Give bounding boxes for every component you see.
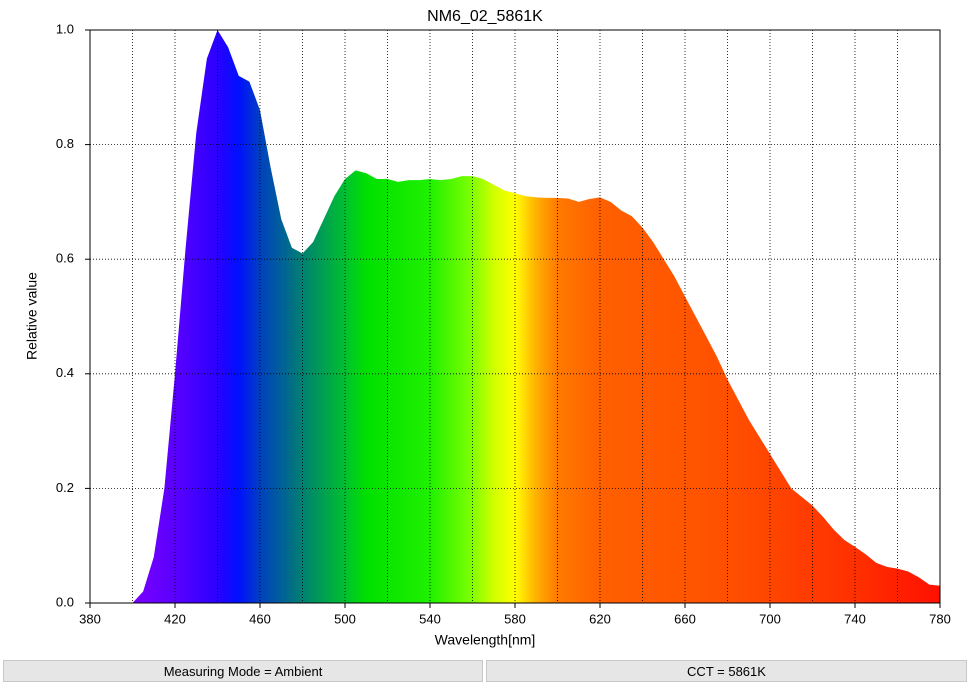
x-tick-label: 460 bbox=[249, 611, 271, 626]
y-tick-label: 0.8 bbox=[56, 136, 74, 151]
x-tick-label: 740 bbox=[844, 611, 866, 626]
x-tick-label: 540 bbox=[419, 611, 441, 626]
x-tick-label: 500 bbox=[334, 611, 356, 626]
x-axis-label: Wavelength[nm] bbox=[435, 632, 536, 648]
footer-mode: Measuring Mode = Ambient bbox=[3, 660, 483, 682]
y-tick-label: 0.0 bbox=[56, 594, 74, 609]
x-tick-label: 420 bbox=[164, 611, 186, 626]
x-tick-label: 700 bbox=[759, 611, 781, 626]
x-tick-label: 660 bbox=[674, 611, 696, 626]
chart: NM6_02_5861K Wavelength[nm] Relative val… bbox=[24, 8, 951, 648]
x-tick-label: 380 bbox=[79, 611, 101, 626]
y-tick-label: 0.4 bbox=[56, 365, 74, 380]
chart-title: NM6_02_5861K bbox=[427, 8, 543, 25]
spectrum-area bbox=[132, 30, 940, 603]
y-tick-label: 1.0 bbox=[56, 21, 74, 36]
x-tick-label: 580 bbox=[504, 611, 526, 626]
footer-cct: CCT = 5861K bbox=[486, 660, 967, 682]
x-tick-label: 780 bbox=[929, 611, 951, 626]
x-tick-label: 620 bbox=[589, 611, 611, 626]
y-tick-label: 0.2 bbox=[56, 480, 74, 495]
y-axis-label: Relative value bbox=[24, 272, 40, 360]
plot-frame bbox=[89, 29, 941, 604]
y-tick-label: 0.6 bbox=[56, 251, 74, 266]
